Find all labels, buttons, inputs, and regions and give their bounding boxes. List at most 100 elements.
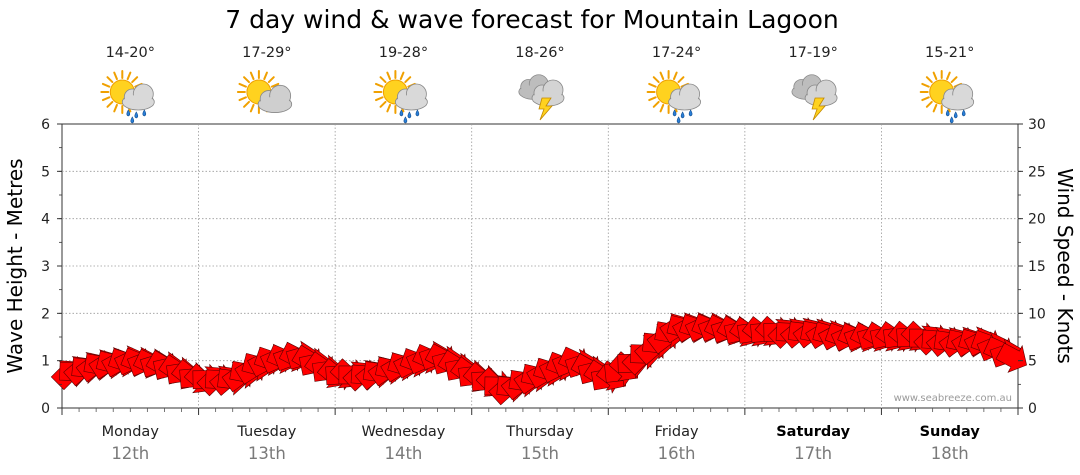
day-date-label: 12th <box>111 444 149 463</box>
day-name-label: Monday <box>102 424 160 440</box>
sun-ray <box>113 71 118 81</box>
sun-ray <box>267 76 275 84</box>
sun-ray <box>659 103 665 113</box>
sun-cloud-rain-icon <box>373 70 428 124</box>
left-tick-label: 2 <box>41 306 50 322</box>
cloud-shape <box>941 83 975 111</box>
sun-ray <box>399 71 405 81</box>
storm-cloud-icon <box>791 74 838 121</box>
lightning-bolt <box>538 97 553 121</box>
sun-ray <box>379 76 387 84</box>
sun-ray <box>249 103 255 113</box>
rain-drop <box>688 109 693 117</box>
left-tick-label: 4 <box>41 212 50 228</box>
day-temp-range: 18-26° <box>515 45 564 61</box>
left-tick-label: 0 <box>41 401 50 417</box>
rain-drop <box>961 109 966 117</box>
sun-ray <box>238 96 247 102</box>
rain-drop <box>407 111 412 119</box>
day-date-label: 17th <box>794 444 832 463</box>
rain-drop <box>672 109 677 117</box>
sun-cloud-rain-icon <box>646 70 701 124</box>
cloud-shape <box>394 83 428 111</box>
sun-ray <box>386 103 392 113</box>
sun-cloud-rain-icon <box>100 70 155 124</box>
storm-cloud-icon <box>518 74 565 121</box>
left-axis-title: Wave Height - Metres <box>3 158 27 373</box>
wave-height-axis: 0 1 2 3 4 5 6 <box>41 117 62 417</box>
sun-ray <box>921 96 930 102</box>
sun-ray <box>101 82 111 88</box>
sun-ray <box>126 71 132 81</box>
daily-weather: 14-20° 17-29° 19-28° 18-26° 17-24° 17-19° 15-2… <box>100 45 975 124</box>
sun-ray <box>131 76 139 84</box>
sun-ray <box>652 76 660 84</box>
rain-drop <box>676 116 681 124</box>
left-tick-label: 6 <box>41 117 50 133</box>
sun-ray <box>101 96 111 102</box>
sun-ray <box>672 71 678 81</box>
cloud-shape <box>668 83 701 111</box>
sun-ray <box>950 76 958 84</box>
rain-drop <box>134 111 139 119</box>
sun-ray <box>263 71 268 81</box>
sun-ray <box>270 82 280 88</box>
sun-ray <box>659 71 665 81</box>
sun-ray <box>677 76 685 84</box>
rain-drop <box>142 109 147 117</box>
left-tick-label: 5 <box>41 164 50 180</box>
rain-drop <box>399 109 404 117</box>
sun-ray <box>113 103 118 113</box>
right-tick-label: 5 <box>1028 354 1037 370</box>
sun-ray <box>925 100 933 108</box>
left-tick-label: 1 <box>41 354 50 370</box>
day-temp-range: 14-20° <box>106 45 155 61</box>
sun-ray <box>652 100 660 108</box>
credit-text: www.seabreeze.com.au <box>894 393 1012 404</box>
day-name-label: Saturday <box>776 424 850 440</box>
sun-ray <box>648 82 657 88</box>
day-temp-range: 15-21° <box>925 45 974 61</box>
day-name-label: Tuesday <box>236 424 296 440</box>
rain-drop <box>126 109 131 117</box>
day-temp-range: 17-24° <box>652 45 701 61</box>
left-tick-label: 3 <box>41 259 50 275</box>
day-name-label: Sunday <box>920 424 981 440</box>
day-columns: Monday 12th Tuesday 13th Wednesday 14th Thursd… <box>61 408 1019 463</box>
sun-ray <box>238 82 247 88</box>
sun-ray <box>243 100 251 108</box>
sun-ray <box>249 71 255 81</box>
day-date-label: 13th <box>248 444 286 463</box>
day-temp-range: 17-19° <box>788 45 837 61</box>
rain-drop <box>415 109 420 117</box>
sun-ray <box>243 76 251 84</box>
sun-ray <box>648 96 657 102</box>
sun-ray <box>921 82 930 88</box>
wind-arrow <box>995 342 1027 373</box>
sun-ray <box>374 96 384 102</box>
right-axis-title: Wind Speed - Knots <box>1053 168 1077 364</box>
cloud-shape <box>121 83 155 111</box>
wind-series <box>50 312 1027 406</box>
sun-ray <box>106 76 114 84</box>
chart-title: 7 day wind & wave forecast for Mountain … <box>225 5 839 34</box>
day-temp-range: 17-29° <box>242 45 291 61</box>
day-name-label: Friday <box>655 424 699 440</box>
sun-ray <box>404 76 412 84</box>
sun-ray <box>374 82 384 88</box>
rain-drop <box>949 116 954 124</box>
sun-ray <box>925 76 933 84</box>
right-tick-label: 0 <box>1028 401 1037 417</box>
day-name-label: Wednesday <box>361 424 445 440</box>
day-date-label: 16th <box>658 444 696 463</box>
rain-drop <box>130 116 135 124</box>
sun-ray <box>932 71 938 81</box>
day-name-label: Thursday <box>505 424 574 440</box>
rain-drop <box>953 111 958 119</box>
sun-cloud-icon <box>236 70 293 114</box>
right-tick-label: 25 <box>1028 164 1046 180</box>
cloud-shape <box>257 84 293 114</box>
right-tick-label: 15 <box>1028 259 1046 275</box>
right-tick-label: 10 <box>1028 306 1046 322</box>
